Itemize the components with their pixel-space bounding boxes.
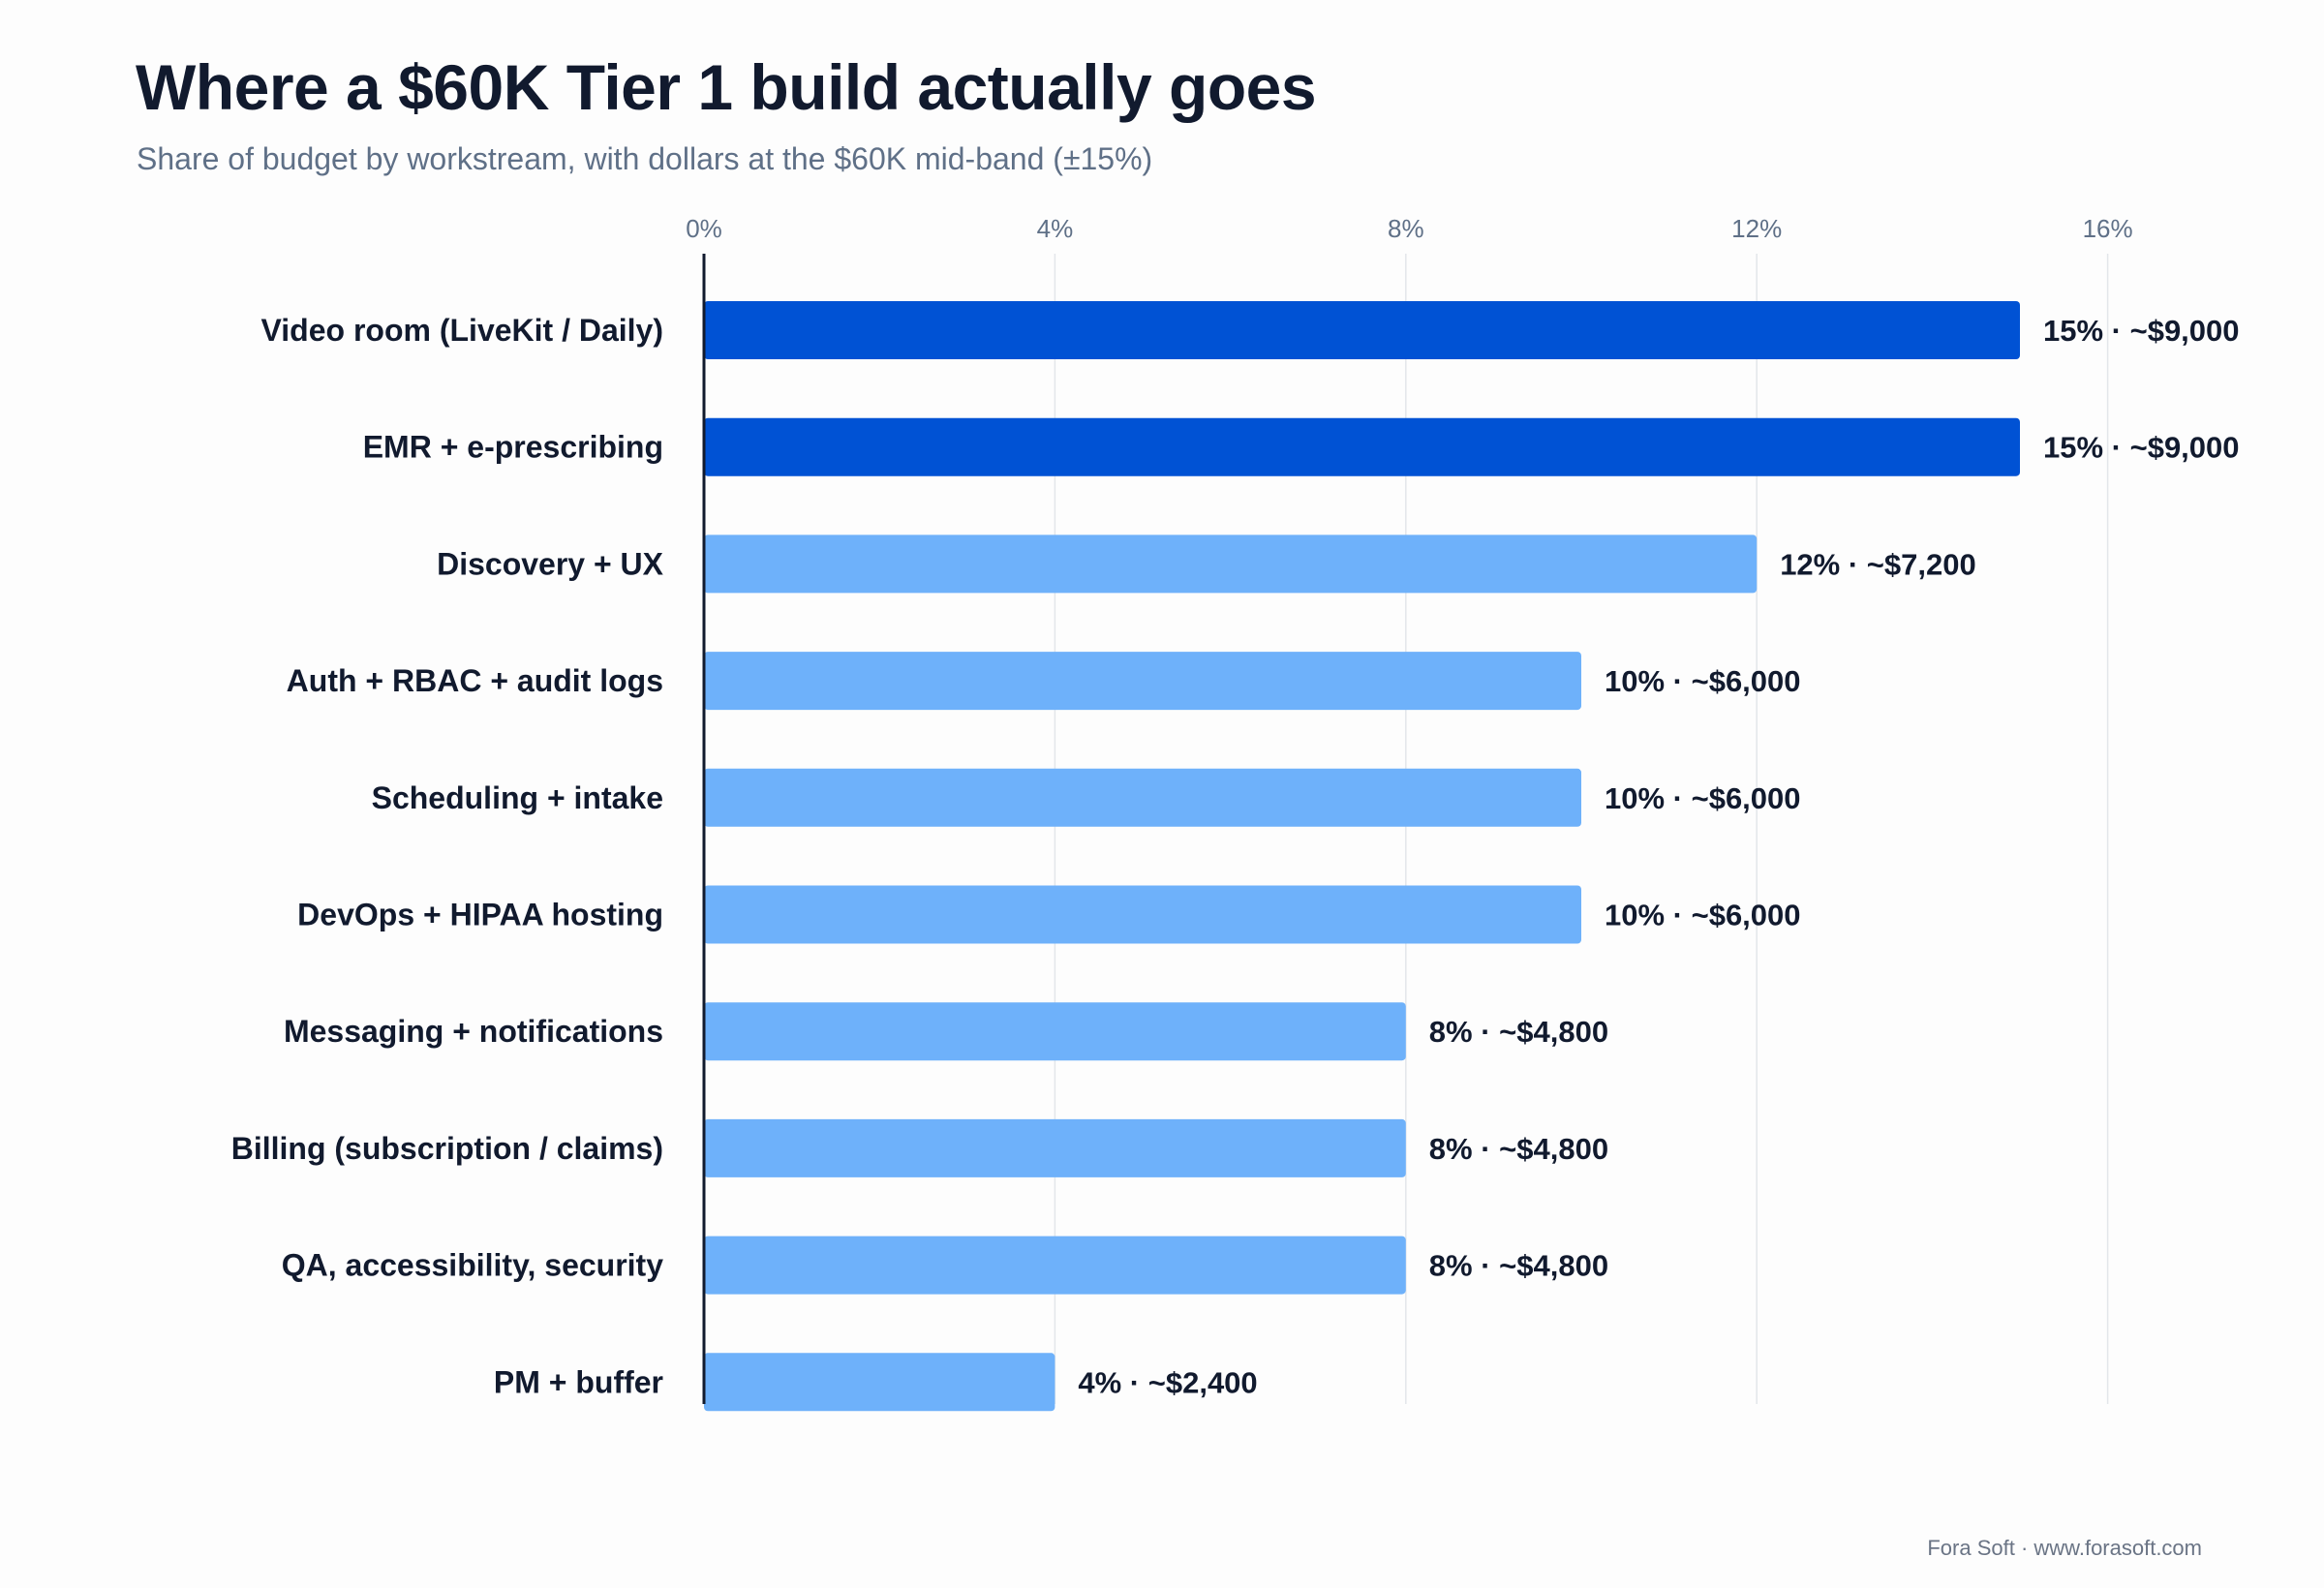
- x-tick-label: 16%: [2083, 214, 2133, 243]
- footer-credit: Fora Soft · www.forasoft.com: [1927, 1536, 2202, 1560]
- bar: [704, 534, 1758, 594]
- bar: [704, 1118, 1406, 1177]
- data-label: 15% · ~$9,000: [2043, 431, 2240, 465]
- data-label: 8% · ~$4,800: [1429, 1132, 1608, 1166]
- category-label: DevOps + HIPAA hosting: [297, 898, 663, 932]
- bar: [704, 1236, 1406, 1295]
- category-label: PM + buffer: [494, 1364, 663, 1399]
- data-label: 15% · ~$9,000: [2043, 314, 2240, 348]
- chart-title: Where a $60K Tier 1 build actually goes: [136, 51, 1317, 123]
- bar: [704, 885, 1581, 944]
- x-tick-label: 0%: [686, 214, 722, 243]
- bar: [704, 652, 1581, 711]
- category-label: Scheduling + intake: [372, 780, 663, 815]
- bar: [704, 1002, 1406, 1061]
- x-tick-label: 8%: [1388, 214, 1424, 243]
- x-tick-label: 12%: [1731, 214, 1782, 243]
- chart-subtitle: Share of budget by workstream, with doll…: [137, 141, 1153, 176]
- category-label: Auth + RBAC + audit logs: [287, 663, 663, 698]
- category-label: Video room (LiveKit / Daily): [261, 313, 663, 348]
- data-label: 10% · ~$6,000: [1605, 664, 1801, 698]
- bar: [704, 768, 1581, 827]
- category-label: Billing (subscription / claims): [231, 1131, 663, 1166]
- category-label: EMR + e-prescribing: [363, 430, 663, 465]
- data-label: 10% · ~$6,000: [1605, 781, 1801, 815]
- data-label: 12% · ~$7,200: [1780, 547, 1976, 581]
- x-tick-label: 4%: [1037, 214, 1074, 243]
- category-label: Discovery + UX: [437, 546, 664, 581]
- bar: [704, 1353, 1055, 1412]
- category-label: Messaging + notifications: [284, 1014, 663, 1049]
- bar: [704, 417, 2020, 476]
- data-label: 8% · ~$4,800: [1429, 1015, 1608, 1049]
- category-label: QA, accessibility, security: [282, 1248, 663, 1283]
- data-label: 10% · ~$6,000: [1605, 899, 1801, 932]
- data-label: 4% · ~$2,400: [1078, 1365, 1257, 1399]
- bar: [704, 301, 2020, 359]
- data-label: 8% · ~$4,800: [1429, 1249, 1608, 1283]
